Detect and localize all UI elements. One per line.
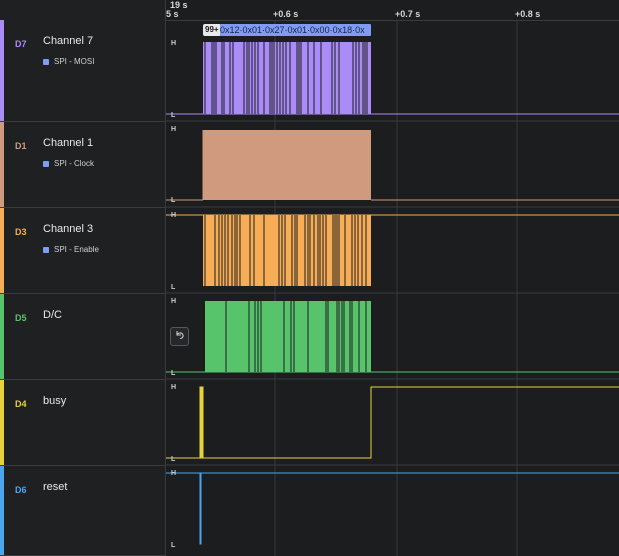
channel-row-d1[interactable]: D1 Channel 1 SPI - Clock	[0, 122, 165, 208]
undo-arrow-icon	[176, 331, 184, 340]
level-low-label: L	[171, 456, 176, 463]
clock-burst	[203, 130, 371, 200]
ruler-tick-label: +0.6 s	[273, 9, 299, 19]
ruler-origin-label: 19 s	[170, 0, 188, 10]
level-high-label: H	[171, 298, 177, 305]
analyzer-square-icon	[43, 58, 49, 65]
channel-color-bar	[0, 20, 4, 121]
channel-color-bar	[0, 380, 4, 465]
channel-name[interactable]: reset	[43, 481, 68, 493]
row-separators	[166, 120, 619, 466]
burst-fill	[203, 215, 371, 286]
waveform-d1[interactable]	[166, 130, 619, 201]
channel-analyzer[interactable]: SPI - MOSI	[43, 57, 94, 66]
channel-id: D3	[15, 227, 27, 237]
waveform-d5[interactable]	[166, 301, 619, 373]
waveform-d3[interactable]	[166, 214, 619, 286]
analyzer-label: SPI - Enable	[54, 245, 99, 254]
channel-name[interactable]: Channel 3	[43, 223, 94, 235]
level-high-label: H	[171, 384, 177, 391]
level-low-label: L	[171, 370, 176, 377]
burst-fill	[205, 301, 371, 372]
level-high-label: H	[171, 212, 177, 219]
level-low-label: L	[171, 542, 176, 549]
ruler-origin-sub-label: 5 s	[166, 9, 179, 19]
protocol-count-badge[interactable]: 99+	[203, 24, 221, 36]
channel-row-d3[interactable]: D3 Channel 3 SPI - Enable	[0, 208, 165, 294]
channel-color-bar	[0, 294, 4, 379]
channel-row-d4[interactable]: D4 busy	[0, 380, 165, 466]
channel-row-d5[interactable]: D5 D/C	[0, 294, 165, 380]
channel-color-bar	[0, 122, 4, 207]
channel-color-bar	[0, 466, 4, 555]
channel-analyzer[interactable]: SPI - Enable	[43, 245, 99, 254]
level-high-label: H	[171, 40, 177, 47]
level-low-label: L	[171, 112, 176, 119]
channel-id: D1	[15, 141, 27, 151]
analyzer-label: SPI - Clock	[54, 159, 95, 168]
level-low-label: L	[171, 197, 176, 204]
ruler-tick-label: +0.7 s	[395, 9, 421, 19]
channel-name[interactable]: Channel 7	[43, 35, 94, 47]
channel-row-d7[interactable]: D7 Channel 7 SPI - MOSI	[0, 20, 165, 122]
ruler-tick-label: +0.8 s	[515, 9, 541, 19]
waveform-area[interactable]	[166, 20, 619, 556]
waveform-d6[interactable]	[166, 472, 619, 545]
busy-signal	[166, 386, 619, 459]
time-ruler[interactable]: 19 s 5 s +0.6 s +0.7 s +0.8 s	[166, 0, 619, 21]
analyzer-label: SPI - MOSI	[54, 57, 95, 66]
analyzer-square-icon	[43, 246, 49, 253]
level-low-label: L	[171, 284, 176, 291]
channel-color-bar	[0, 208, 4, 293]
protocol-decode-bytes[interactable]: 0x12·0x01·0x27·0x01·0x00·0x18·0x	[220, 24, 371, 36]
channel-id: D6	[15, 485, 27, 495]
channel-name[interactable]: Channel 1	[43, 137, 94, 149]
undo-icon[interactable]	[170, 327, 189, 346]
channel-row-d6[interactable]: D6 reset	[0, 466, 165, 556]
reset-signal	[166, 472, 619, 545]
channel-id: D4	[15, 399, 27, 409]
channel-analyzer[interactable]: SPI - Clock	[43, 159, 94, 168]
waveform-d4[interactable]	[166, 386, 619, 459]
channel-id: D5	[15, 313, 27, 323]
waveform-d7[interactable]	[166, 42, 619, 115]
channel-id: D7	[15, 39, 27, 49]
analyzer-square-icon	[43, 160, 49, 167]
burst-fill	[203, 42, 371, 114]
channel-list: D7 Channel 7 SPI - MOSI D1 Channel 1 SPI…	[0, 0, 165, 556]
level-high-label: H	[171, 126, 177, 133]
level-high-label: H	[171, 470, 177, 477]
panel-divider[interactable]	[165, 0, 166, 556]
channel-name[interactable]: D/C	[43, 309, 62, 321]
channel-name[interactable]: busy	[43, 395, 67, 407]
